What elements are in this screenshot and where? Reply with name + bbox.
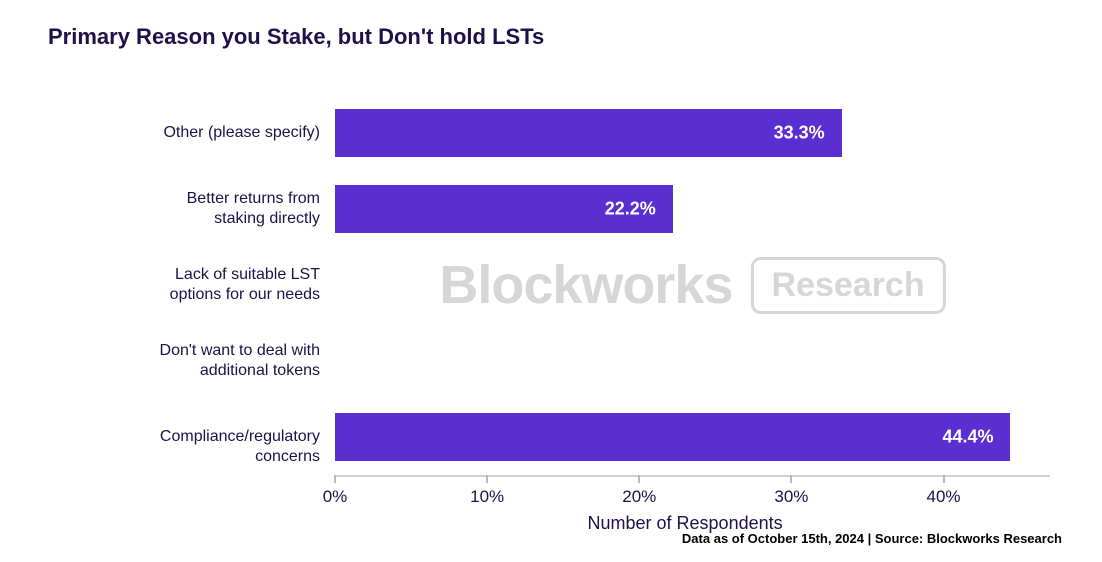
- y-axis-label: Lack of suitable LSToptions for our need…: [125, 265, 320, 305]
- bar-rect: [335, 109, 842, 157]
- bar-row: 44.4%: [335, 413, 1050, 461]
- x-axis-tick-label: 0%: [323, 487, 348, 507]
- x-axis-tick: [943, 475, 945, 483]
- x-axis-tick-label: 10%: [470, 487, 504, 507]
- bar-value-label: 22.2%: [605, 199, 656, 220]
- x-axis-tick-label: 20%: [622, 487, 656, 507]
- bar-rect: [335, 413, 1010, 461]
- bar-row: [335, 337, 1050, 385]
- bar-value-label: 33.3%: [774, 123, 825, 144]
- chart-container: Primary Reason you Stake, but Don't hold…: [0, 0, 1102, 562]
- x-axis-tick: [486, 475, 488, 483]
- plot-area: Blockworks Research 33.3%22.2%44.4%: [335, 95, 1050, 475]
- x-axis-tick: [790, 475, 792, 483]
- x-axis-tick: [334, 475, 336, 483]
- chart-title: Primary Reason you Stake, but Don't hold…: [48, 24, 544, 50]
- y-axis-label: Better returns fromstaking directly: [125, 189, 320, 229]
- y-axis-label: Other (please specify): [125, 123, 320, 143]
- x-axis-title: Number of Respondents: [588, 513, 783, 534]
- x-axis-tick-label: 30%: [774, 487, 808, 507]
- bar-row: [335, 261, 1050, 309]
- y-axis-label: Compliance/regulatory concerns: [125, 427, 320, 467]
- bar-row: 33.3%: [335, 109, 1050, 157]
- y-axis-label: Don't want to deal withadditional tokens: [125, 341, 320, 381]
- bar-value-label: 44.4%: [942, 427, 993, 448]
- x-axis-tick: [638, 475, 640, 483]
- x-axis-tick-label: 40%: [926, 487, 960, 507]
- bar-row: 22.2%: [335, 185, 1050, 233]
- bars-layer: 33.3% 22.2% 44.4%: [335, 95, 1050, 475]
